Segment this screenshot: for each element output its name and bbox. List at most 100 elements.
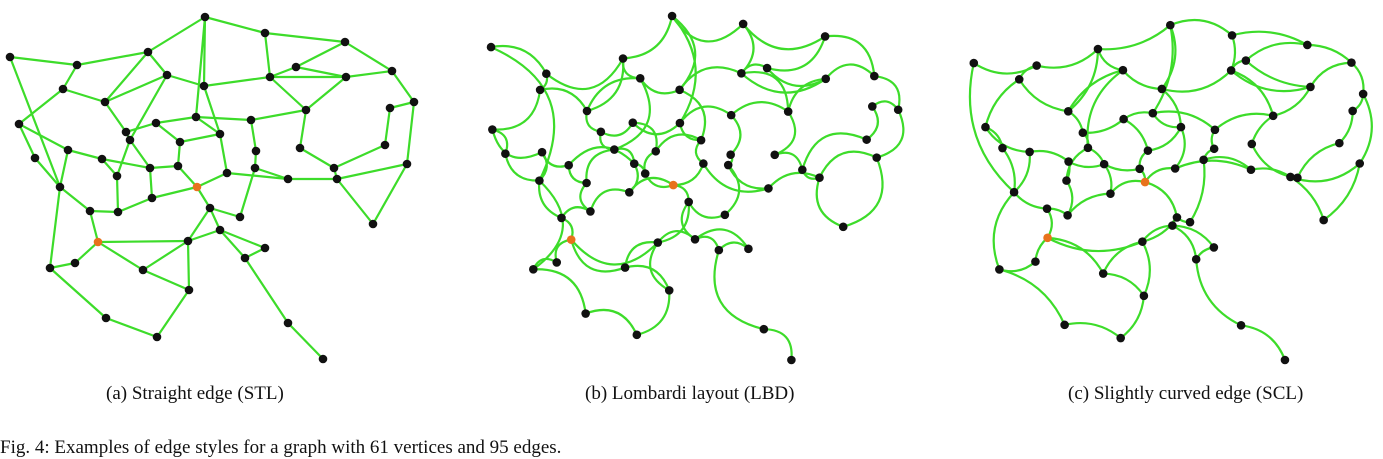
graph-vertex [1335,138,1344,148]
vertices [486,11,903,365]
graph-edge [1119,294,1145,340]
graph-edge [532,268,587,315]
graph-vertex [70,258,80,268]
graph-edge [730,101,790,117]
graph-vertex [640,169,650,178]
graph-edge [670,14,697,125]
graph-edge [998,268,1066,326]
graph-vertex [151,118,161,128]
graph-edge [702,162,770,193]
graph-edge [225,171,290,181]
graph-vertex [147,193,157,203]
graph-vertex [173,161,183,171]
graph-vertex [664,286,674,295]
graph-vertex [821,74,831,84]
graph-vertex [183,236,193,246]
graph-vertex [385,103,395,113]
graph-edge [1086,69,1125,149]
graph-vertex [1226,66,1236,75]
graph-vertex [260,28,270,38]
graph-panel-lombardi [486,11,905,365]
highlighted-vertex [669,180,678,190]
graph-vertex [1078,128,1088,138]
graph-edge [146,15,207,54]
graph-vertex [30,153,40,163]
graph-vertex [1157,84,1167,94]
graph-edge [176,164,199,189]
graph-edge [335,162,409,181]
graph-edge [654,133,703,153]
graph-edge [968,61,1016,194]
graph-vertex [332,174,342,184]
graph-vertex [1032,61,1041,70]
graph-edge [154,115,198,125]
graph-edge [88,209,100,244]
graph-edge [613,77,651,151]
graph-vertex [235,212,245,222]
graph-edge [1103,163,1113,195]
graph-vertex [1165,20,1175,30]
graph-edge [48,185,62,270]
graph-edge [1244,41,1309,62]
graph-edge [48,266,108,320]
graph-edge [1012,150,1031,194]
graph-vertex [1209,243,1219,252]
graph-edge [773,110,797,156]
graph-vertex [653,238,663,247]
graph-vertex [125,135,135,145]
graph-vertex [764,184,773,193]
vertices [969,20,1368,365]
graph-vertex [246,115,256,125]
graph-edge [873,74,901,111]
graph-edge [1358,92,1373,165]
graph-panel-straight [5,12,419,364]
graph-edge [656,200,690,244]
graph-edge [1103,163,1141,172]
graph-edge [263,31,347,44]
graph-vertex [1042,204,1052,213]
graph-edge [141,268,191,292]
graph-edge [1045,207,1053,239]
caption-lombardi-layout: (b) Lombardi layout (LBD) [585,383,795,404]
graph-vertex [240,253,250,263]
graph-vertex [542,69,551,79]
graph-edge [727,163,770,190]
graph-edge [740,72,827,94]
graph-edge [195,171,229,189]
graph-edge [815,176,845,228]
graph-edge [96,240,145,272]
graph-vertex [301,105,311,115]
graph-edge [155,288,191,339]
graph-edge [1350,61,1365,96]
graph-edge [1174,159,1253,171]
graph-vertex [1098,269,1108,278]
graph-vertex [1060,320,1069,330]
graph-edge [1202,156,1253,171]
graph-edge [693,228,750,250]
graph-edge [729,114,742,156]
graph-vertex [1138,237,1147,246]
graph-edge [740,71,790,113]
graph-edge [383,106,392,147]
graph-edge [238,166,257,219]
graph-edge [128,138,152,170]
graph-edge [539,87,589,113]
graph-edge [1096,24,1172,51]
graph-vertex [1319,215,1328,225]
graph-vertex [1355,159,1365,168]
graph-edge [186,239,191,292]
graph-vertex [1139,291,1149,301]
highlighted-vertex [1043,233,1052,243]
graph-vertex [1064,157,1073,166]
graph-edge [570,238,627,273]
graph-vertex [191,112,201,122]
graph-edge [621,14,674,60]
graph-vertex [1293,173,1302,183]
graph-vertex [486,42,496,52]
graph-vertex [620,263,630,272]
graph-edge [723,163,741,216]
graph-edge [141,239,190,272]
graph-edge [268,65,298,79]
graph-vertex [295,143,305,153]
graph-edge [1322,162,1361,222]
